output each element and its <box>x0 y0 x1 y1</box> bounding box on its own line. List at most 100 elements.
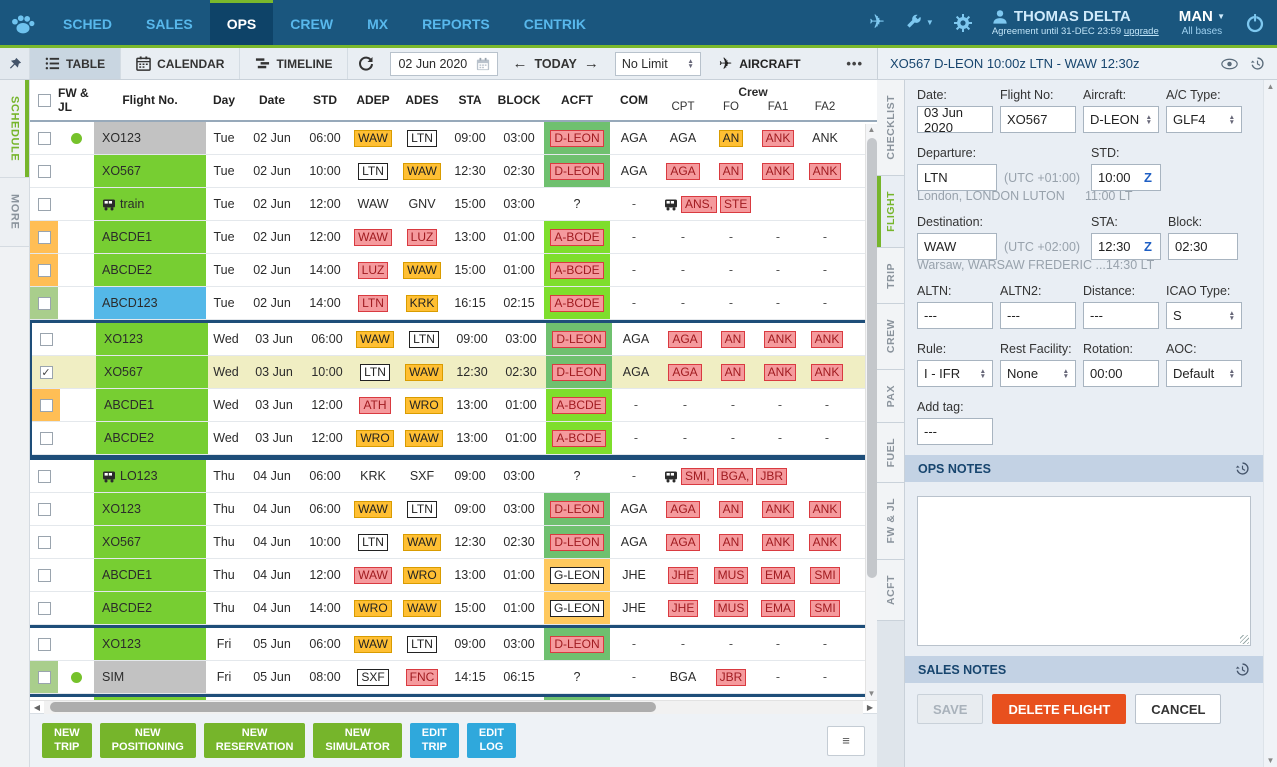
rotation-input[interactable]: 00:00 <box>1083 360 1159 387</box>
row-checkbox[interactable] <box>37 197 51 211</box>
row-checkbox[interactable] <box>39 332 53 346</box>
table-vertical-scrollbar[interactable]: ▲ ▼ <box>865 124 877 700</box>
flight-row[interactable]: ABCDE2 Wed 03 Jun 12:00 WRO WAW 13:00 01:00 A-BC… <box>32 422 875 455</box>
sidebar-tab-schedule[interactable]: SCHEDULE <box>0 80 29 179</box>
ops-notes-textarea[interactable] <box>917 496 1251 646</box>
nav-item-centrik[interactable]: CENTRIK <box>523 16 586 32</box>
scroll-up-arrow[interactable]: ▲ <box>867 125 876 134</box>
flight-row[interactable]: LO123 Thu 04 Jun 06:00 KRK SXF 09:00 03:00? - SMI… <box>30 460 877 493</box>
row-checkbox[interactable] <box>37 469 51 483</box>
scroll-left-arrow[interactable]: ◀ <box>33 702 41 712</box>
flight-date-input[interactable]: 03 Jun 2020 <box>917 105 993 135</box>
aircraft-filter-button[interactable]: ✈ AIRCRAFT <box>709 48 811 79</box>
flight-row[interactable]: train Tue 02 Jun 12:00 WAW GNV 15:00 03:00? - ANS… <box>30 188 877 221</box>
flight-row[interactable]: ABCDE2 Tue 02 Jun 14:00 LUZ WAW 15:00 01:00 A-BC… <box>30 254 877 287</box>
scroll-down-arrow[interactable]: ▼ <box>867 689 876 698</box>
today-button[interactable]: TODAY <box>534 56 577 71</box>
row-checkbox[interactable] <box>37 263 51 277</box>
zulu-toggle[interactable]: Z <box>1144 170 1152 185</box>
pin-sidebar-button[interactable] <box>0 48 30 79</box>
flight-no-cell[interactable]: XO123 <box>96 323 208 355</box>
user-menu[interactable]: THOMAS DELTA Agreement until 31-DEC 23:5… <box>992 8 1159 37</box>
flight-row[interactable]: XO567 Tue 02 Jun 10:00 LTN WAW 12:30 02:30 D-LEO… <box>30 155 877 188</box>
flight-row[interactable]: SIM Fri 05 Jun 08:00 SXF FNC 14:15 06:15? - BGA JB… <box>30 661 877 694</box>
aircraft-select[interactable]: D-LEON ▲ ▼ <box>1083 106 1159 133</box>
row-checkbox[interactable] <box>37 131 51 145</box>
flight-no-cell[interactable]: train <box>94 188 206 220</box>
settings-gear-icon[interactable] <box>953 13 972 32</box>
row-checkbox[interactable] <box>37 502 51 516</box>
panel-tab-fuel[interactable]: FUEL <box>877 422 904 484</box>
logout-power-icon[interactable] <box>1245 13 1265 33</box>
flight-row[interactable]: XO123 Tue 02 Jun 06:00 WAW LTN 09:00 03:00 D-LEO… <box>30 122 877 155</box>
ops-notes-header[interactable]: OPS NOTES <box>905 455 1263 482</box>
nav-item-sales[interactable]: SALES <box>146 16 193 32</box>
row-checkbox[interactable] <box>37 230 51 244</box>
nav-item-crew[interactable]: CREW <box>290 16 334 32</box>
scroll-up-arrow[interactable]: ▲ <box>1266 82 1275 91</box>
rest-facility-select[interactable]: None ▲ ▼ <box>1000 360 1076 387</box>
scroll-right-arrow[interactable]: ▶ <box>866 702 874 712</box>
cancel-button[interactable]: CANCEL <box>1135 694 1222 724</box>
nav-item-sched[interactable]: SCHED <box>63 16 113 32</box>
flight-no-cell[interactable]: SIM <box>94 661 206 693</box>
panel-tab-pax[interactable]: PAX <box>877 369 904 423</box>
row-checkbox[interactable] <box>37 568 51 582</box>
zulu-toggle[interactable]: Z <box>1144 239 1152 254</box>
flight-no-cell[interactable]: ABCDE1 <box>94 559 206 591</box>
scroll-down-arrow[interactable]: ▼ <box>1266 756 1275 765</box>
flight-row[interactable]: ✓ XO567 Wed 03 Jun 10:00 LTN WAW 12:30 02:30 D-LE… <box>32 356 875 389</box>
view-tab-timeline[interactable]: TIMELINE <box>240 48 349 79</box>
flight-no-cell[interactable]: XO123 <box>94 122 206 154</box>
row-checkbox[interactable] <box>39 398 53 412</box>
nav-item-reports[interactable]: REPORTS <box>422 16 490 32</box>
hscroll-thumb[interactable] <box>50 701 657 712</box>
save-button[interactable]: SAVE <box>917 694 984 724</box>
departure-input[interactable]: LTN <box>917 164 997 191</box>
panel-scrollbar[interactable]: ▲ ▼ <box>1263 80 1277 767</box>
block-input[interactable]: 02:30 <box>1168 233 1238 260</box>
date-input[interactable]: 02 Jun 2020 <box>390 52 499 76</box>
next-day-arrow[interactable]: → <box>583 55 599 72</box>
flight-row[interactable]: ABCDE2 Thu 04 Jun 14:00 WRO WAW 15:00 01:00 G-LE… <box>30 592 877 625</box>
select-all-checkbox[interactable] <box>37 93 51 107</box>
nav-item-mx[interactable]: MX <box>367 16 389 32</box>
distance-input[interactable]: --- <box>1083 302 1159 329</box>
flight-row[interactable]: ABCDE1 Tue 02 Jun 12:00 WAW LUZ 13:00 01:00 A-BC… <box>30 221 877 254</box>
flight-no-cell[interactable]: LO123 <box>94 460 206 492</box>
delete-flight-button[interactable]: DELETE FLIGHT <box>992 694 1127 724</box>
more-options-button[interactable]: ••• <box>846 56 863 71</box>
flight-row[interactable]: XO123 Thu 04 Jun 06:00 WAW LTN 09:00 03:00 D-LEO… <box>30 493 877 526</box>
row-checkbox[interactable] <box>39 431 53 445</box>
upgrade-link[interactable]: upgrade <box>1123 26 1159 37</box>
row-checkbox[interactable]: ✓ <box>39 365 53 379</box>
flight-no-cell[interactable]: ABCDE1 <box>96 389 208 421</box>
edit-log-button[interactable]: EDIT LOG <box>466 722 516 759</box>
limit-select[interactable]: No Limit ▲ ▼ <box>614 52 701 76</box>
aoc-select[interactable]: Default ▲ ▼ <box>1166 360 1242 387</box>
flight-no-cell[interactable]: XO567 <box>94 155 206 187</box>
flight-no-cell[interactable]: ABCDE1 <box>94 221 206 253</box>
eye-icon[interactable] <box>1221 58 1238 70</box>
sidebar-tab-more[interactable]: MORE <box>0 178 29 247</box>
new-trip-button[interactable]: NEW TRIP <box>42 722 92 759</box>
new-reservation-button[interactable]: NEW RESERVATION <box>203 722 306 759</box>
sta-input[interactable]: 12:30 Z <box>1091 233 1161 260</box>
flight-row[interactable]: XO567 Thu 04 Jun 10:00 LTN WAW 12:30 02:30 D-LEO… <box>30 526 877 559</box>
std-input[interactable]: 10:00 Z <box>1091 164 1161 191</box>
prev-day-arrow[interactable]: ← <box>512 55 528 72</box>
ac-type-select[interactable]: GLF4 ▲ ▼ <box>1166 106 1242 133</box>
row-checkbox[interactable] <box>37 296 51 310</box>
flight-no-cell[interactable]: ABCDE2 <box>94 592 206 624</box>
flights-icon[interactable]: ✈ <box>868 12 885 33</box>
resize-handle[interactable] <box>1240 635 1249 644</box>
flight-no-cell[interactable]: ABCDE2 <box>94 254 206 286</box>
altn2-input[interactable]: --- <box>1000 302 1076 329</box>
altn-input[interactable]: --- <box>917 302 993 329</box>
flight-no-cell[interactable]: XO567 <box>94 526 206 558</box>
row-checkbox[interactable] <box>37 637 51 651</box>
flight-row[interactable]: XO123 Wed 03 Jun 06:00 WAW LTN 09:00 03:00 D-LEO… <box>32 323 875 356</box>
nav-item-ops[interactable]: OPS <box>209 0 274 45</box>
row-checkbox[interactable] <box>37 164 51 178</box>
flight-row[interactable]: ABCD123 Tue 02 Jun 14:00 LTN KRK 16:15 02:15 A-B… <box>30 287 877 320</box>
